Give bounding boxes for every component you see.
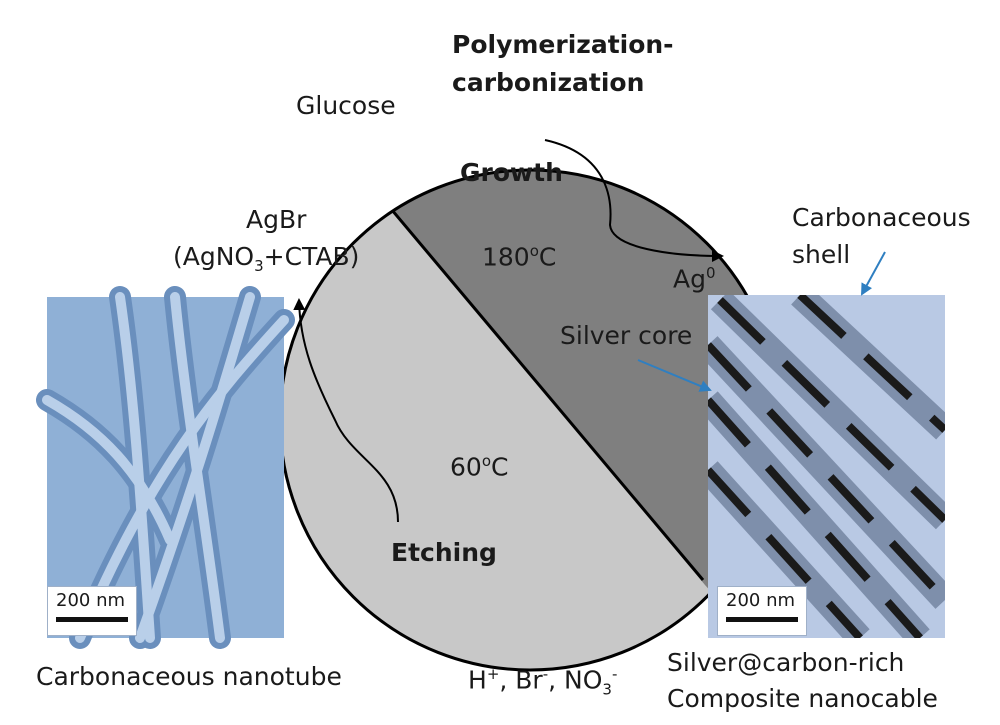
ag0-superscript: 0 [705,264,716,282]
carbonaceous-shell-label-2: shell [792,240,851,269]
growth-label: Growth [460,158,563,187]
precursor-part-a: (AgNO [173,242,255,271]
temp-high-degree: o [529,242,539,260]
core-pointer-arrow [637,359,712,392]
precursor-subscript: 3 [254,257,264,275]
etching-label: Etching [391,538,497,567]
shell-pointer-arrow [861,251,886,296]
left-scale-bar: 200 nm [47,586,137,636]
ion-no-subscript: 3 [602,680,612,699]
title-line-1: Polymerization- [452,30,674,59]
temp-low-degree: o [481,452,491,470]
precursor-label: (AgNO3+CTAB) [173,242,359,275]
ag0-base: Ag [673,264,706,294]
glucose-label: Glucose [296,91,396,120]
growth-arrow [544,139,724,262]
ion-br: , Br [499,665,543,695]
right-caption-line-1: Silver@carbon-rich [667,648,905,677]
left-caption: Carbonaceous nanotube [36,662,342,691]
temp-high-unit: C [538,242,557,272]
nanotube-image [36,286,295,649]
ion-no: , NO [548,665,603,695]
ion-br-charge: - [542,665,549,683]
carbonaceous-shell-label-1: Carbonaceous [792,203,971,232]
dividing-line [358,171,705,581]
title-line-2: carbonization [452,68,645,97]
ion-h: H [468,665,487,695]
dark-half [360,170,780,670]
temp-high-number: 180 [482,242,530,272]
right-scale-line [726,617,798,622]
ions-label: H+, Br-, NO3- [468,665,617,698]
precursor-part-b: +CTAB) [263,242,360,271]
right-caption-line-2: Composite nanocable [667,684,938,713]
silver-core-label: Silver core [560,321,693,350]
right-scale-bar: 200 nm [717,586,807,636]
ion-h-charge: + [486,665,500,683]
ion-no-charge: - [611,665,618,683]
temperature-high-label: 180oC [482,242,556,272]
etching-arrow [293,298,399,523]
cycle-circle [280,170,780,670]
agbr-label: AgBr [246,205,307,234]
right-scale-text: 200 nm [726,590,796,611]
temp-low-unit: C [491,452,509,482]
temperature-low-label: 60oC [450,452,508,482]
ag0-label: Ag0 [673,264,716,294]
temp-low-number: 60 [450,452,482,482]
left-scale-text: 200 nm [56,590,126,611]
left-scale-line [56,617,128,622]
nanocable-image [708,295,945,638]
